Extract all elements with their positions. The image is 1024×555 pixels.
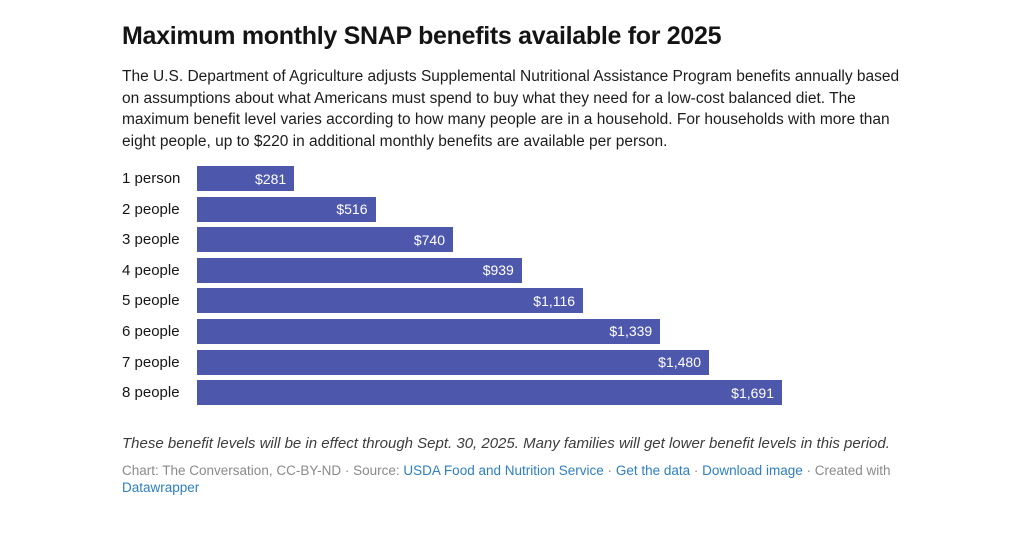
chart-footnote: These benefit levels will be in effect t…: [122, 435, 890, 453]
attribution-created-with: Created with: [814, 462, 891, 478]
bar-category-label: 8 people: [122, 384, 180, 402]
bar-value-label: $939: [482, 262, 514, 279]
bar-chart: 1 person $281 2 people $516 3 people $740 4 pe…: [122, 166, 904, 406]
bar-track: $1,480: [197, 349, 782, 375]
source-link[interactable]: USDA Food and Nutrition Service: [403, 462, 604, 478]
bar-row: 1 person $281: [122, 166, 904, 191]
bar-category-label: 1 person: [122, 170, 181, 187]
download-image-link[interactable]: Download image: [702, 462, 803, 478]
bar-category-label: 2 people: [122, 200, 180, 218]
bar: $1,116: [197, 288, 584, 314]
separator-dot: ·: [344, 462, 350, 478]
bar-category-label: 6 people: [122, 322, 180, 340]
bar-value-label: $281: [255, 170, 287, 187]
chart-title: Maximum monthly SNAP benefits available …: [122, 22, 722, 50]
bar-row: 7 people $1,480: [122, 349, 904, 375]
bar-category-label: 7 people: [122, 353, 180, 371]
bar-row: 5 people $1,116: [122, 288, 904, 314]
bar-value-label: $740: [413, 231, 445, 248]
separator-dot: ·: [607, 462, 613, 478]
bar-row: 6 people $1,339: [122, 318, 904, 344]
bar-track: $1,691: [197, 380, 782, 406]
bar-value-label: $516: [336, 201, 368, 218]
bar-category-label: 3 people: [122, 231, 180, 249]
bar-track: $740: [197, 227, 782, 253]
datawrapper-link[interactable]: Datawrapper: [122, 480, 200, 496]
bar: $740: [197, 227, 453, 253]
bar: $939: [197, 257, 522, 283]
bar-track: $939: [197, 257, 782, 283]
bar-row: 8 people $1,691: [122, 380, 904, 406]
bar-value-label: $1,691: [731, 384, 774, 401]
bar: $1,480: [197, 349, 709, 375]
bar-category-label: 4 people: [122, 261, 180, 279]
bar-track: $1,116: [197, 288, 782, 314]
bar: $281: [197, 166, 295, 191]
bar: $1,691: [197, 380, 782, 406]
attribution-chart-credit: Chart: The Conversation, CC-BY-ND: [122, 462, 342, 478]
bar-row: 2 people $516: [122, 196, 904, 222]
bar-track: $281: [197, 166, 782, 191]
separator-dot: ·: [693, 462, 699, 478]
bar-value-label: $1,339: [609, 323, 653, 340]
bar-row: 3 people $740: [122, 227, 904, 253]
bar-value-label: $1,116: [533, 292, 576, 309]
chart-description: The U.S. Department of Agriculture adjus…: [122, 68, 900, 150]
get-the-data-link[interactable]: Get the data: [615, 462, 691, 478]
bar-track: $516: [197, 196, 782, 222]
bar: $516: [197, 196, 376, 222]
bar: $1,339: [197, 318, 661, 344]
bar-track: $1,339: [197, 318, 782, 344]
bar-value-label: $1,480: [658, 354, 701, 371]
attribution-source-label: Source:: [353, 462, 400, 478]
bar-category-label: 5 people: [122, 292, 180, 310]
attribution-line: Chart: The Conversation, CC-BY-ND · Sour…: [122, 462, 902, 497]
separator-dot: ·: [806, 462, 811, 478]
bar-row: 4 people $939: [122, 257, 904, 283]
